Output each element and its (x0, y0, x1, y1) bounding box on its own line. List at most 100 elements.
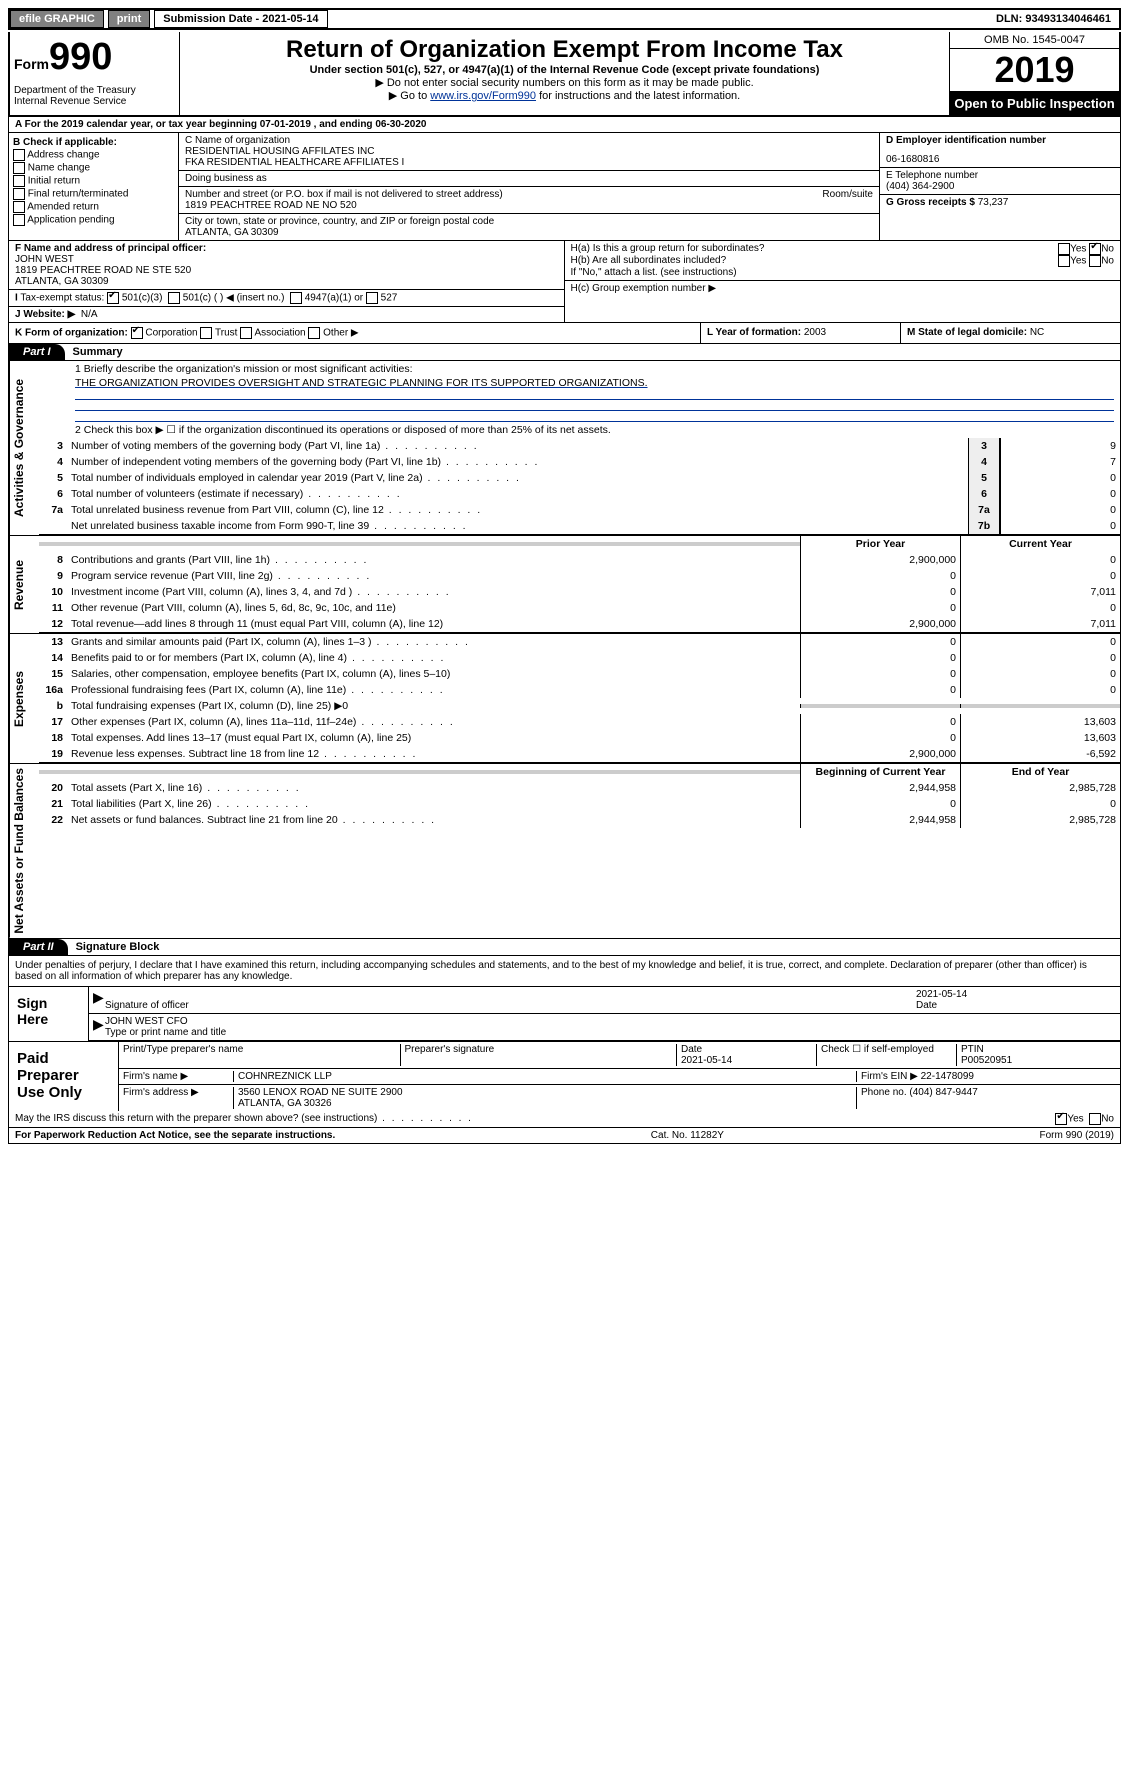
prep-selfemp[interactable]: Check ☐ if self-employed (816, 1044, 956, 1066)
irs-link[interactable]: www.irs.gov/Form990 (430, 90, 536, 102)
k-other[interactable] (308, 327, 320, 339)
line18-label: Total expenses. Add lines 13–17 (must eq… (67, 730, 800, 746)
form-title: Return of Organization Exempt From Incom… (184, 36, 945, 64)
part2-title: Signature Block (68, 941, 160, 953)
form-number: 990 (49, 36, 112, 78)
ptin-val: P00520951 (961, 1055, 1012, 1066)
firm-ein: 22-1478099 (921, 1071, 974, 1082)
line5-label: Total number of individuals employed in … (67, 470, 968, 486)
l-value: 2003 (804, 327, 826, 338)
b-amended[interactable]: Amended return (13, 201, 174, 213)
hb-no[interactable] (1089, 255, 1101, 267)
line22-end: 2,985,728 (960, 812, 1120, 828)
i-501c-check[interactable] (168, 292, 180, 304)
print-button[interactable]: print (108, 10, 150, 28)
current-year-hdr: Current Year (960, 536, 1120, 552)
line11-prior: 0 (800, 600, 960, 616)
line9-cur: 0 (960, 568, 1120, 584)
c-address: 1819 PEACHTREE ROAD NE NO 520 (185, 200, 873, 211)
i-527-check[interactable] (366, 292, 378, 304)
line17-prior: 0 (800, 714, 960, 730)
form-number-cell: Form990 Department of the Treasury Inter… (10, 32, 180, 115)
d-ein-label: D Employer identification number (886, 135, 1046, 146)
hb-note: If "No," attach a list. (see instruction… (571, 267, 1115, 278)
b-name-change[interactable]: Name change (13, 162, 174, 174)
firm-name: COHNREZNICK LLP (233, 1071, 856, 1082)
dln-label: DLN: 93493134046461 (988, 11, 1119, 27)
i-501c3-check[interactable] (107, 292, 119, 304)
subtitle-3: ▶ Go to www.irs.gov/Form990 for instruct… (184, 89, 945, 102)
sig-date: 2021-05-14 (916, 989, 967, 1000)
d-tel-label: E Telephone number (886, 170, 1114, 181)
submission-date: Submission Date - 2021-05-14 (154, 10, 327, 28)
end-year-hdr: End of Year (960, 764, 1120, 780)
k-corp[interactable] (131, 327, 143, 339)
line19-prior: 2,900,000 (800, 746, 960, 762)
c-city: ATLANTA, GA 30309 (185, 227, 873, 238)
perjury-statement: Under penalties of perjury, I declare th… (9, 956, 1120, 987)
part1-tab: Part I (9, 344, 65, 360)
netassets-section: Net Assets or Fund Balances Beginning of… (8, 764, 1121, 939)
line18-prior: 0 (800, 730, 960, 746)
f-addr: 1819 PEACHTREE ROAD NE STE 520 ATLANTA, … (15, 265, 191, 287)
line4-label: Number of independent voting members of … (67, 454, 968, 470)
c-name-label: C Name of organization (185, 135, 873, 146)
k-trust[interactable] (200, 327, 212, 339)
sig-officer-label: Signature of officer (105, 1000, 189, 1011)
cat-no: Cat. No. 11282Y (651, 1130, 724, 1141)
line20-label: Total assets (Part X, line 16) (67, 780, 800, 796)
line21-label: Total liabilities (Part X, line 26) (67, 796, 800, 812)
b-address-change[interactable]: Address change (13, 149, 174, 161)
section-d: D Employer identification number 06-1680… (880, 133, 1120, 240)
form-header: Form990 Department of the Treasury Inter… (8, 32, 1121, 117)
line7b-val: 0 (1000, 518, 1120, 534)
c-city-label: City or town, state or province, country… (185, 216, 873, 227)
line3-val: 9 (1000, 438, 1120, 454)
line18-cur: 13,603 (960, 730, 1120, 746)
line19-cur: -6,592 (960, 746, 1120, 762)
firm-phone-label: Phone no. (861, 1087, 907, 1098)
netassets-vlabel: Net Assets or Fund Balances (9, 764, 39, 938)
section-bcd: B Check if applicable: Address change Na… (8, 133, 1121, 241)
b-app-pending[interactable]: Application pending (13, 214, 174, 226)
d-ein: 06-1680816 (886, 154, 1114, 165)
efile-button[interactable]: efile GRAPHIC (10, 10, 104, 28)
line16a-prior: 0 (800, 682, 960, 698)
signature-arrow-icon: ▶ (93, 1016, 105, 1038)
line7a-label: Total unrelated business revenue from Pa… (67, 502, 968, 518)
i-4947-check[interactable] (290, 292, 302, 304)
hb-yes[interactable] (1058, 255, 1070, 267)
line12-cur: 7,011 (960, 616, 1120, 632)
firm-addr-label: Firm's address ▶ (123, 1087, 233, 1109)
line8-prior: 2,900,000 (800, 552, 960, 568)
line19-label: Revenue less expenses. Subtract line 18 … (67, 746, 800, 762)
section-c: C Name of organization RESIDENTIAL HOUSI… (179, 133, 880, 240)
line8-cur: 0 (960, 552, 1120, 568)
discuss-yes[interactable] (1055, 1113, 1067, 1125)
c-fka: FKA RESIDENTIAL HEALTHCARE AFFILIATES I (185, 157, 873, 168)
beg-year-hdr: Beginning of Current Year (800, 764, 960, 780)
hc-label: H(c) Group exemption number ▶ (565, 281, 1121, 296)
form-footer: Form 990 (2019) (1040, 1130, 1114, 1141)
governance-vlabel: Activities & Governance (9, 361, 39, 535)
prep-sig-hdr: Preparer's signature (400, 1044, 677, 1066)
line14-cur: 0 (960, 650, 1120, 666)
line16a-cur: 0 (960, 682, 1120, 698)
d-tel: (404) 364-2900 (886, 181, 1114, 192)
section-b: B Check if applicable: Address change Na… (9, 133, 179, 240)
top-bar: efile GRAPHIC print Submission Date - 20… (8, 8, 1121, 30)
firm-name-label: Firm's name ▶ (123, 1071, 233, 1082)
line8-label: Contributions and grants (Part VIII, lin… (67, 552, 800, 568)
ha-yes[interactable] (1058, 243, 1070, 255)
k-assoc[interactable] (240, 327, 252, 339)
ha-no[interactable] (1089, 243, 1101, 255)
discuss-no[interactable] (1089, 1113, 1101, 1125)
b-final-return[interactable]: Final return/terminated (13, 188, 174, 200)
l-label: L Year of formation: (707, 327, 801, 338)
b-initial-return[interactable]: Initial return (13, 175, 174, 187)
i-label: Tax-exempt status: (20, 293, 104, 304)
line7b-label: Net unrelated business taxable income fr… (67, 518, 968, 534)
officer-name: JOHN WEST CFO (105, 1016, 188, 1027)
expenses-section: Expenses 13Grants and similar amounts pa… (8, 634, 1121, 764)
line21-end: 0 (960, 796, 1120, 812)
